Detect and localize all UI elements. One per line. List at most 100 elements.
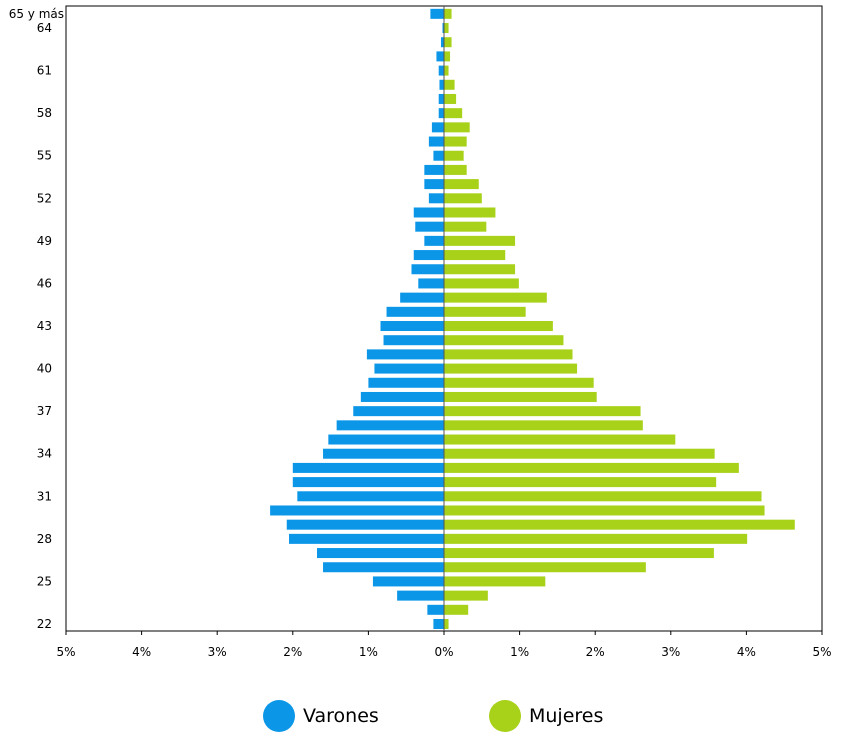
x-tick-label: 0% <box>434 645 453 659</box>
bar-varones-49 <box>424 235 444 246</box>
bar-varones-45 <box>400 292 444 303</box>
bar-varones-39 <box>368 377 444 388</box>
bar-mujeres-56 <box>444 136 467 147</box>
bar-varones-29 <box>286 519 444 530</box>
bar-varones-51 <box>413 207 444 218</box>
bar-mujeres-48 <box>444 250 506 261</box>
y-tick-label: 55 <box>37 149 52 163</box>
bar-mujeres-57 <box>444 122 470 133</box>
y-tick-label: 22 <box>37 617 52 631</box>
bar-mujeres-36 <box>444 420 643 431</box>
bar-mujeres-27 <box>444 548 714 559</box>
bar-varones-25 <box>372 576 444 587</box>
bar-varones-41 <box>366 349 444 360</box>
bar-varones-40 <box>374 363 444 374</box>
bar-mujeres-60 <box>444 79 455 90</box>
bar-varones-36 <box>336 420 444 431</box>
bar-mujeres-61 <box>444 65 449 76</box>
bar-mujeres-53 <box>444 179 479 190</box>
bar-varones-31 <box>297 491 444 502</box>
y-tick-label: 58 <box>37 106 52 120</box>
bar-mujeres-29 <box>444 519 795 530</box>
x-tick-label: 5% <box>56 645 75 659</box>
bar-mujeres-52 <box>444 193 482 204</box>
bar-varones-27 <box>316 548 444 559</box>
bar-mujeres-50 <box>444 221 487 232</box>
bar-varones-26 <box>323 562 444 573</box>
bar-mujeres-58 <box>444 108 463 119</box>
y-tick-label: 49 <box>37 234 52 248</box>
bar-varones-35 <box>328 434 444 445</box>
bar-mujeres-63 <box>444 37 452 48</box>
y-tick-label: 28 <box>37 532 52 546</box>
bar-mujeres-33 <box>444 462 739 473</box>
bar-varones-22 <box>433 619 444 629</box>
varones-swatch <box>263 700 295 732</box>
y-tick-label: 43 <box>37 319 52 333</box>
bar-mujeres-44 <box>444 306 526 317</box>
y-tick-label: 34 <box>37 447 52 461</box>
bar-mujeres-55 <box>444 150 464 161</box>
bar-mujeres-34 <box>444 448 715 459</box>
bar-varones-28 <box>289 533 444 544</box>
bar-mujeres-30 <box>444 505 765 516</box>
y-tick-label: 52 <box>37 191 52 205</box>
bar-varones-32 <box>292 477 444 488</box>
y-tick-label: 37 <box>37 404 52 418</box>
bar-varones-52 <box>428 193 444 204</box>
bar-varones-44 <box>386 306 444 317</box>
bar-varones-62 <box>436 51 444 62</box>
bar-varones-48 <box>413 250 444 261</box>
legend-label-varones: Varones <box>303 705 379 727</box>
bar-varones-65-y-más <box>430 8 444 19</box>
bar-varones-56 <box>428 136 444 147</box>
bar-mujeres-46 <box>444 278 519 289</box>
bar-varones-24 <box>397 590 444 601</box>
bar-mujeres-40 <box>444 363 578 374</box>
bar-varones-42 <box>383 335 444 346</box>
bar-mujeres-24 <box>444 590 488 601</box>
bar-mujeres-25 <box>444 576 546 587</box>
bar-mujeres-59 <box>444 93 457 104</box>
x-tick-label: 1% <box>510 645 529 659</box>
bar-varones-57 <box>431 122 444 133</box>
bar-varones-50 <box>415 221 444 232</box>
x-tick-label: 3% <box>661 645 680 659</box>
bar-mujeres-32 <box>444 477 717 488</box>
x-tick-label: 2% <box>283 645 302 659</box>
bar-varones-34 <box>323 448 444 459</box>
bar-varones-30 <box>270 505 444 516</box>
y-tick-label: 61 <box>37 64 52 78</box>
bar-varones-47 <box>411 264 444 275</box>
bar-mujeres-23 <box>444 604 469 615</box>
bar-mujeres-65-y-más <box>444 8 452 19</box>
bar-varones-55 <box>433 150 444 161</box>
bar-mujeres-54 <box>444 164 467 175</box>
bar-mujeres-47 <box>444 264 516 275</box>
bar-mujeres-42 <box>444 335 564 346</box>
y-tick-label: 64 <box>37 21 52 35</box>
bar-varones-61 <box>438 65 444 76</box>
bar-varones-37 <box>353 406 444 417</box>
x-tick-label: 2% <box>586 645 605 659</box>
bar-mujeres-26 <box>444 562 646 573</box>
bar-mujeres-37 <box>444 406 641 417</box>
bar-mujeres-39 <box>444 377 594 388</box>
x-tick-label: 4% <box>737 645 756 659</box>
bar-mujeres-28 <box>444 533 748 544</box>
bar-varones-23 <box>427 604 444 615</box>
bar-mujeres-22 <box>444 619 449 629</box>
y-tick-label: 31 <box>37 489 52 503</box>
bar-mujeres-43 <box>444 321 553 332</box>
mujeres-swatch <box>489 700 521 732</box>
legend-item-varones: Varones <box>263 700 379 732</box>
bar-varones-53 <box>424 179 444 190</box>
bar-varones-46 <box>418 278 444 289</box>
bar-mujeres-49 <box>444 235 516 246</box>
bar-mujeres-41 <box>444 349 573 360</box>
bar-mujeres-35 <box>444 434 676 445</box>
legend-label-mujeres: Mujeres <box>529 705 604 727</box>
bar-mujeres-38 <box>444 391 597 402</box>
bar-varones-38 <box>360 391 444 402</box>
